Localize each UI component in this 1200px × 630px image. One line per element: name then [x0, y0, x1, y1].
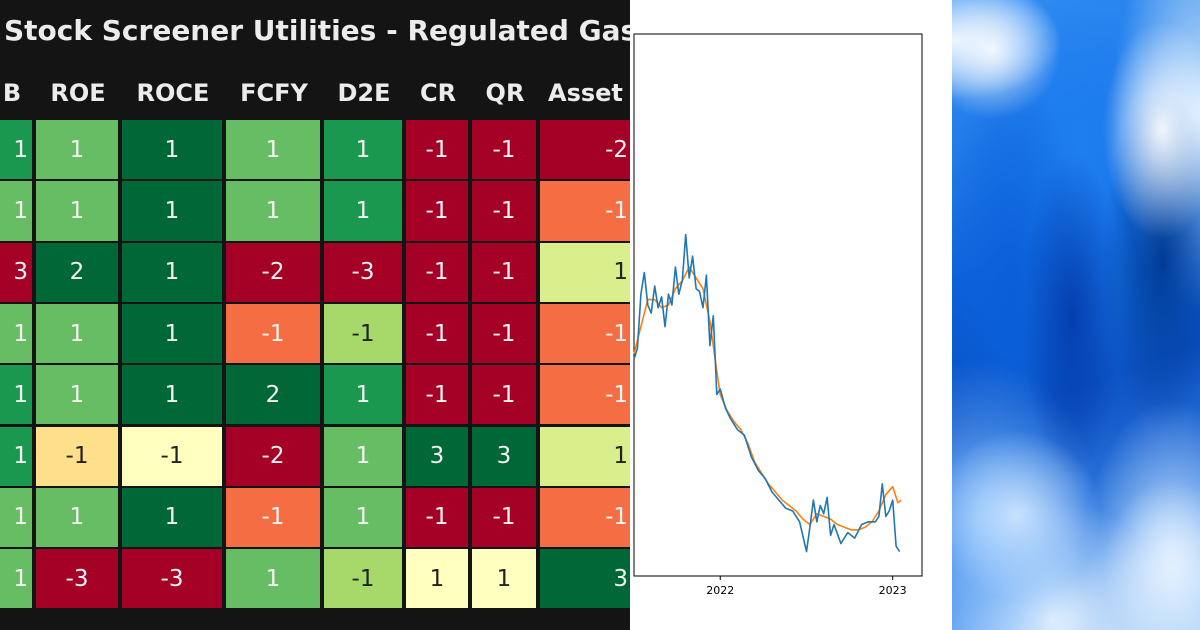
heatmap-cell: 1 [0, 549, 32, 609]
heatmap-cell: -3 [324, 242, 402, 302]
swirl-highlight [1102, 480, 1200, 630]
heatmap-cell: 3 [0, 242, 32, 302]
x-axis: 2022 2023 [706, 576, 907, 597]
heatmap-cell: 3 [472, 426, 536, 486]
column-header-d2e: D2E [337, 79, 391, 107]
heatmap-cell: 1 [472, 549, 536, 609]
heatmap-cell: -3 [122, 549, 222, 609]
swirl-shadow [1022, 150, 1122, 480]
x-tick-label: 2023 [879, 584, 907, 597]
abstract-blue-artwork [952, 0, 1200, 630]
price-series-line [633, 233, 901, 553]
heatmap-cell: -1 [472, 181, 536, 241]
heatmap-cell: 1 [0, 181, 32, 241]
heatmap-cell: 1 [406, 549, 468, 609]
heatmap-cell: 1 [540, 426, 630, 486]
heatmap-cell: -1 [324, 303, 402, 364]
heatmap-cell: 1 [324, 426, 402, 486]
heatmap-cell: -1 [472, 242, 536, 302]
line-chart-panel: 2022 2023 [630, 0, 952, 630]
heatmap-cell: -1 [36, 426, 118, 486]
heatmap-cell: 2 [36, 242, 118, 302]
heatmap-cell: -2 [226, 242, 320, 302]
column-header-asset: Asset [548, 79, 623, 107]
column-header-roe: ROE [50, 79, 106, 107]
heatmap-cell: 1 [540, 242, 630, 302]
column-header-b: B [2, 79, 22, 107]
heatmap-cell: -2 [226, 426, 320, 486]
column-header-roce: ROCE [136, 79, 210, 107]
heatmap-cell: 1 [324, 487, 402, 548]
heatmap-cell: 1 [226, 181, 320, 241]
heatmap-cell: 1 [122, 303, 222, 364]
heatmap-cell: 1 [122, 365, 222, 425]
chart-series [633, 233, 902, 553]
heatmap-cell: -1 [472, 365, 536, 425]
heatmap-cell: -1 [226, 303, 320, 364]
heatmap-cell: 1 [0, 487, 32, 548]
heatmap-cell: -1 [406, 181, 468, 241]
heatmap-cell: -1 [406, 120, 468, 180]
heatmap-cell: 1 [324, 120, 402, 180]
heatmap-cell: -1 [472, 303, 536, 364]
heatmap-cell: 1 [36, 181, 118, 241]
column-header-qr: QR [485, 79, 525, 107]
heatmap-cell: 1 [324, 181, 402, 241]
heatmap-cell: -2 [540, 120, 630, 180]
x-tick-label: 2022 [706, 584, 734, 597]
heatmap-cell: -3 [36, 549, 118, 609]
heatmap-cell: 1 [122, 181, 222, 241]
moving-average-series-line [633, 266, 902, 531]
heatmap-cell: 1 [122, 487, 222, 548]
heatmap-cell: 2 [226, 365, 320, 425]
heatmap-cell: 1 [324, 365, 402, 425]
heatmap-cell: -1 [406, 365, 468, 425]
heatmap-cell: -1 [122, 426, 222, 486]
heatmap-cell: -1 [226, 487, 320, 548]
heatmap-cell: -1 [406, 487, 468, 548]
heatmap-cell: -1 [406, 303, 468, 364]
heatmap-cell: 1 [122, 242, 222, 302]
heatmap-cell: -1 [540, 303, 630, 364]
heatmap-cell: 1 [122, 120, 222, 180]
heatmap-cell: 1 [36, 487, 118, 548]
heatmap-cell: -1 [472, 120, 536, 180]
heatmap-panel: Stock Screener Utilities - Regulated Gas… [0, 0, 630, 630]
heatmap-cell: -1 [324, 549, 402, 609]
swirl-highlight [952, 430, 1102, 600]
heatmap-cell: -1 [540, 365, 630, 425]
column-header-cr: CR [419, 79, 457, 107]
heatmap-cell: 3 [406, 426, 468, 486]
line-chart: 2022 2023 [633, 33, 923, 597]
heatmap-cell: -1 [472, 487, 536, 548]
heatmap-cell: 1 [36, 365, 118, 425]
swirl-highlight [1102, 20, 1200, 240]
swirl-highlight [952, 0, 1062, 120]
heatmap-cell: 1 [226, 549, 320, 609]
heatmap-cell: 1 [0, 303, 32, 364]
heatmap-cell: 1 [36, 303, 118, 364]
heatmap-cell: 1 [0, 426, 32, 486]
chart-frame [633, 33, 923, 577]
column-header-fcfy: FCFY [240, 79, 308, 107]
page-title: Stock Screener Utilities - Regulated Gas [4, 14, 630, 47]
heatmap-cell: 1 [226, 120, 320, 180]
heatmap-cell: 1 [36, 120, 118, 180]
heatmap-cell: 1 [0, 120, 32, 180]
heatmap-cell: -1 [406, 242, 468, 302]
heatmap-cell: 3 [540, 549, 630, 609]
heatmap-cell: 1 [0, 365, 32, 425]
heatmap-cell: -1 [540, 487, 630, 548]
heatmap-cell: -1 [540, 181, 630, 241]
